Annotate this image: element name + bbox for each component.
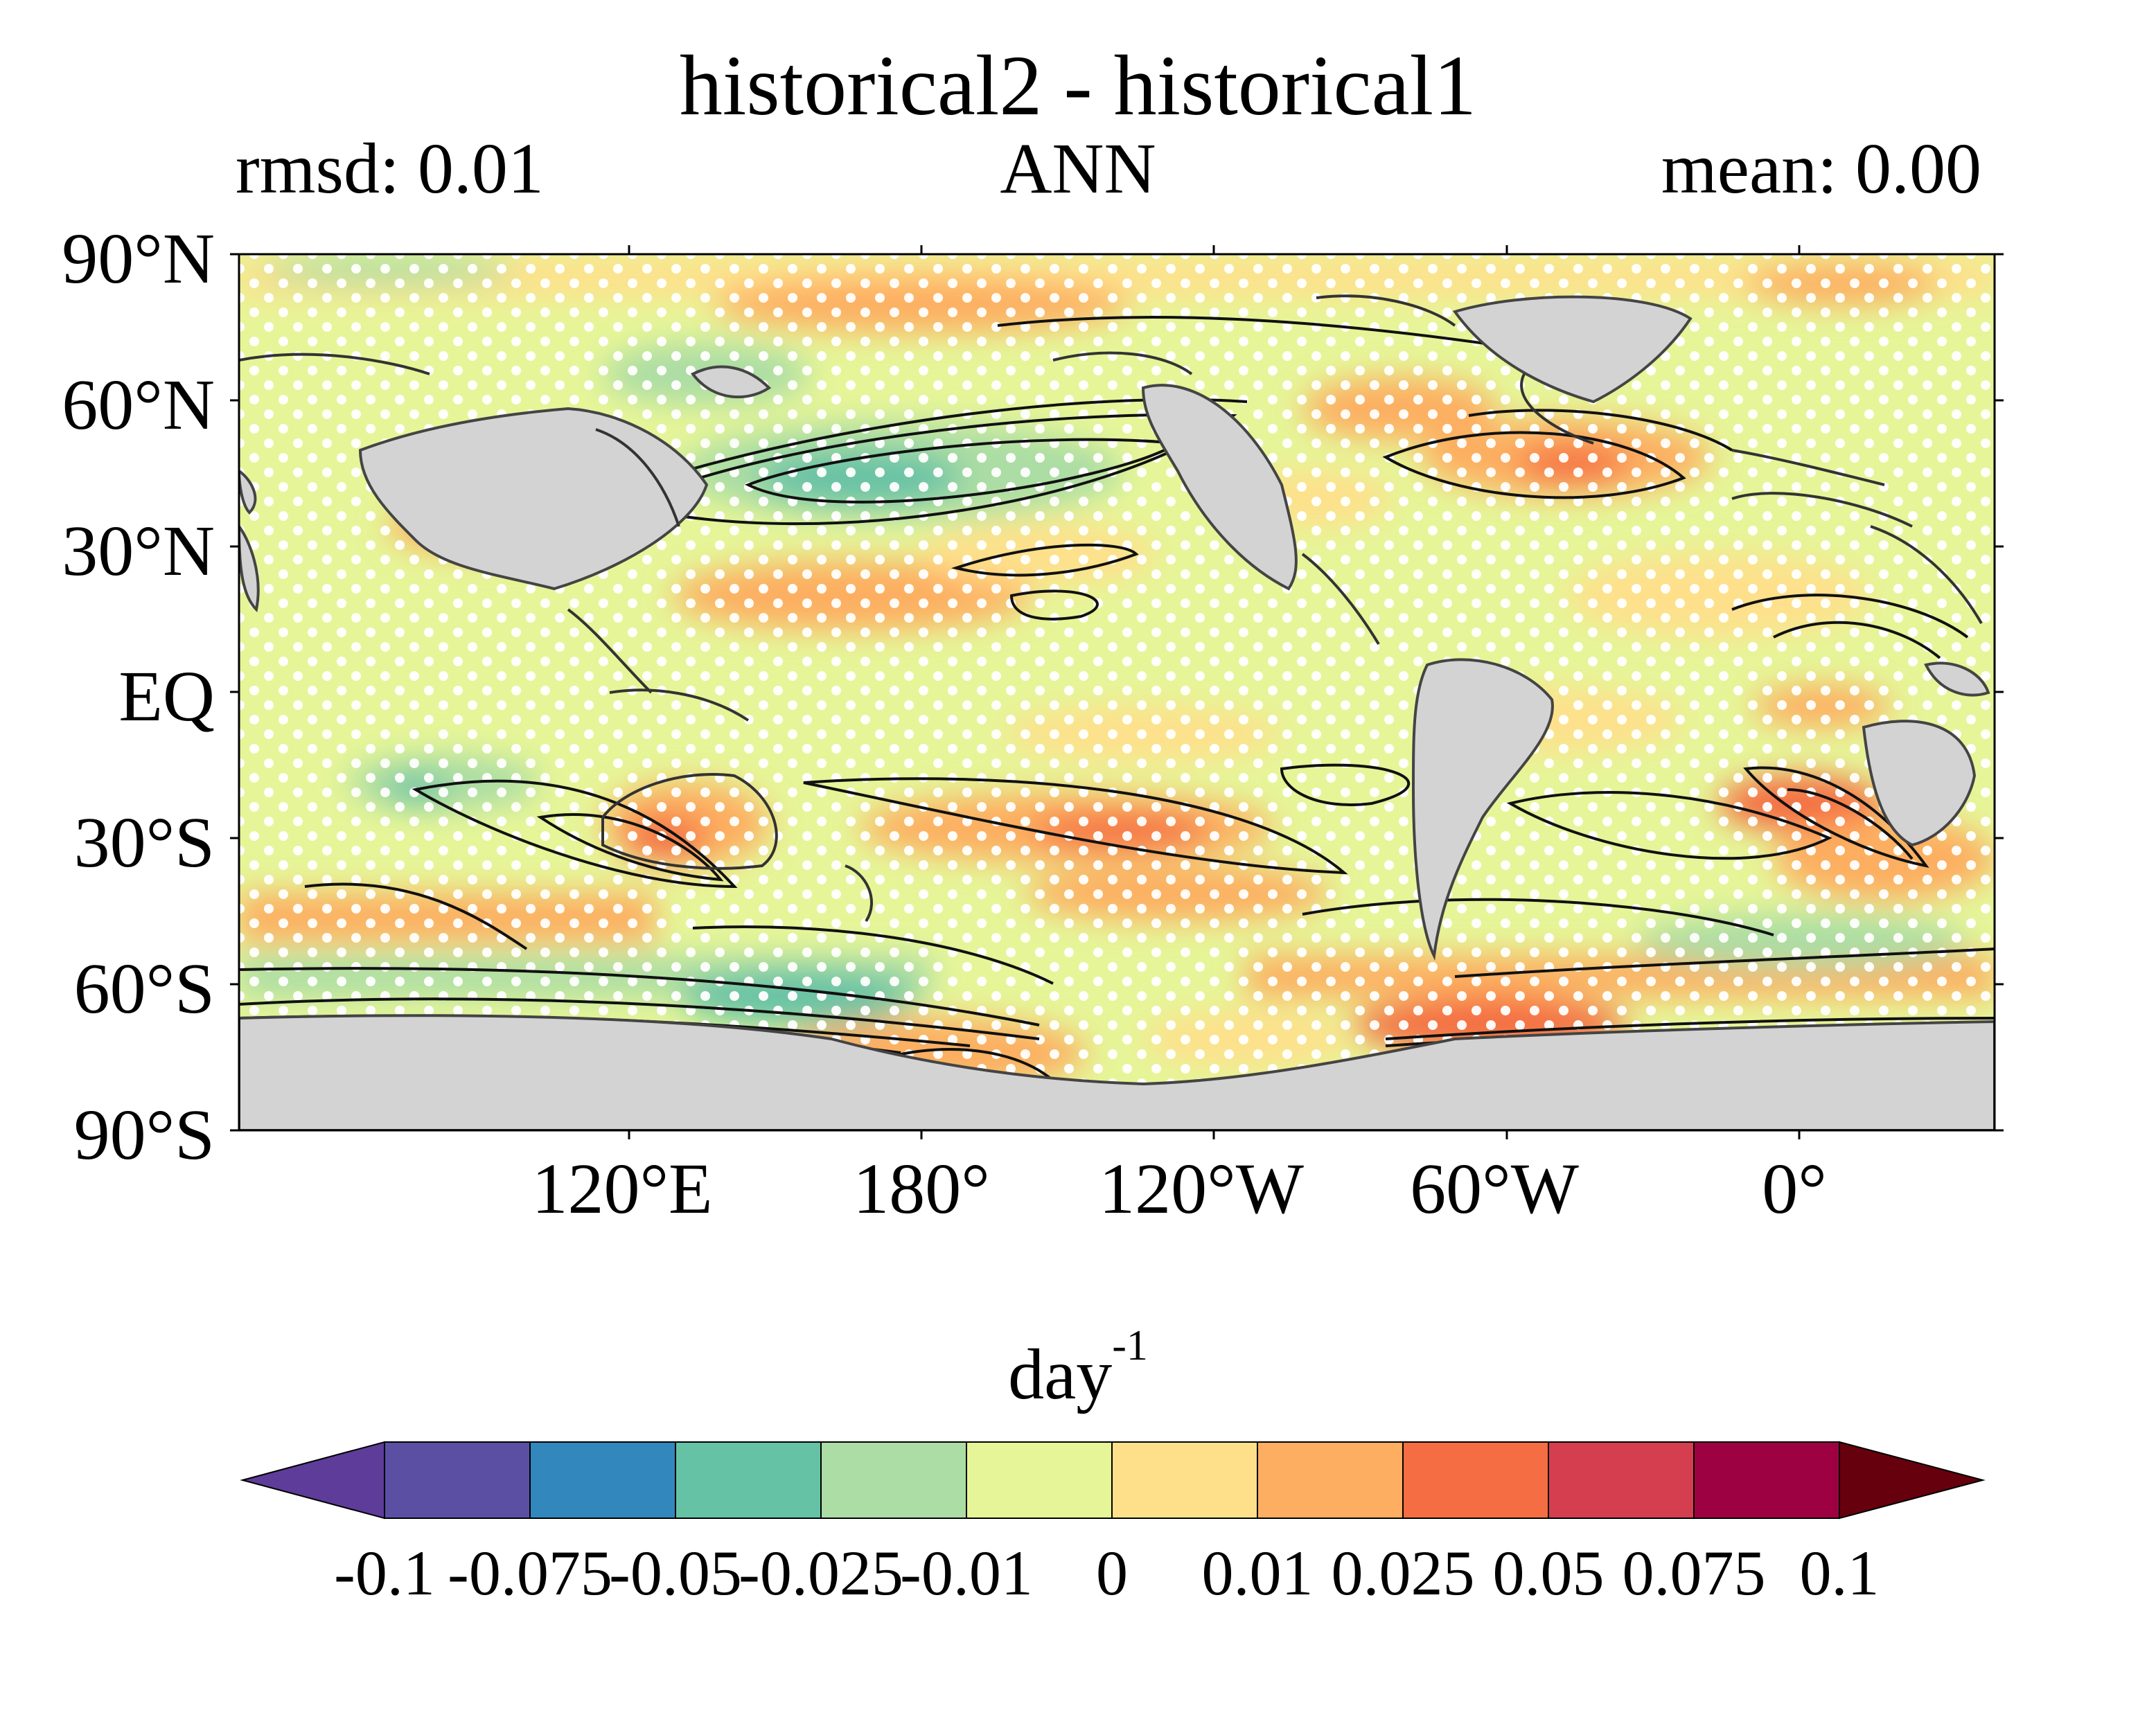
lon-tick-label: 60°W [1410,1149,1579,1229]
colorbar-bin [1693,1441,1840,1519]
rmsd-label: rmsd: 0.01 [236,129,544,208]
europe-land [239,469,257,515]
season-label: ANN [1000,129,1156,208]
colorbar-bin [1257,1441,1404,1519]
lon-tick-label: 120°E [531,1149,713,1229]
lon-tick-label: 180° [853,1149,990,1229]
lat-tick-label: 30°S [73,803,215,882]
colorbar-bin [820,1441,967,1519]
colorbar-tick-label: 0.075 [1622,1538,1766,1608]
colorbar-tick-label: 0.025 [1331,1538,1475,1608]
colorbar-bin [384,1441,531,1519]
colorbar-extend-low [240,1441,385,1520]
colorbar-extend-high [1839,1441,1986,1520]
colorbar-bin [1111,1441,1258,1519]
colorbar-unit-label: day-1 [0,1324,2156,1411]
colorbar-tick-label: 0 [1096,1538,1128,1608]
unit-base: day [1008,1335,1113,1414]
coastlines [239,294,1983,923]
arabia-land [239,524,260,613]
colorbar-bin [966,1441,1113,1519]
colorbar-tick-label: 0.01 [1201,1538,1314,1608]
colorbar-tick-label: -0.1 [334,1538,435,1608]
lon-tick-label: 0° [1762,1149,1827,1229]
unit-exponent: -1 [1112,1322,1148,1369]
colorbar-tick-label: -0.075 [448,1538,612,1608]
colorbar-tick-label: -0.025 [739,1538,903,1608]
lat-tick-label: 90°S [73,1095,215,1175]
colorbar-bin [1548,1441,1695,1519]
lat-tick-label: 60°N [62,365,215,445]
colorbar-tick-label: -0.05 [609,1538,742,1608]
colorbar-bin [1402,1441,1549,1519]
axis-ticks [230,245,2004,1139]
africa-north-land [1924,661,1990,697]
africa-land [1862,720,1977,847]
lat-tick-label: 30°N [62,511,215,591]
lon-tick-label: 120°W [1099,1149,1304,1229]
siberia-land [690,365,772,399]
colorbar-bin [675,1441,822,1519]
colorbar-tick-label: -0.01 [900,1538,1033,1608]
colorbar-tick-label: 0.1 [1799,1538,1880,1608]
north-america-land [1141,384,1298,591]
chart-title: historical2 - historical1 [679,38,1477,133]
lat-tick-label: EQ [118,657,215,736]
colorbar-bin [529,1441,676,1519]
land-masses [239,295,1995,1130]
antarctica-land [239,1014,1995,1130]
colorbar [240,1441,1986,1520]
lat-tick-label: 90°N [62,219,215,299]
greenland-land [1452,295,1693,404]
colorbar-tick-label: 0.05 [1492,1538,1605,1608]
south-america-land [1411,658,1554,961]
lat-tick-label: 60°S [73,949,215,1029]
mean-label: mean: 0.00 [1661,129,1981,208]
